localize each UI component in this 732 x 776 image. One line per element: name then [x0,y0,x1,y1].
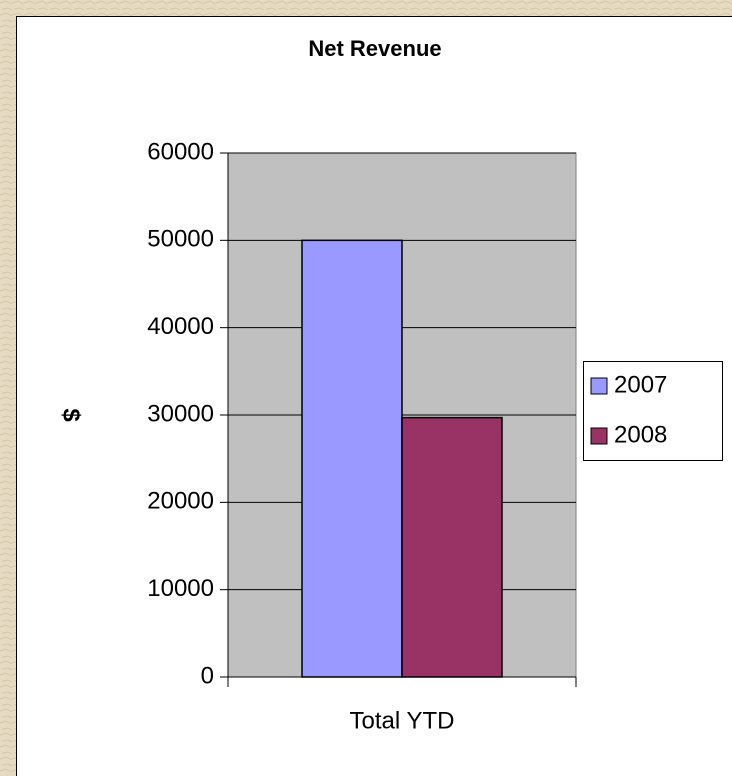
y-tick-label: 20000 [147,488,214,515]
y-tick-label: 30000 [147,400,214,427]
bar [301,239,403,678]
y-tick-label: 40000 [147,313,214,340]
legend-swatch [590,377,608,395]
legend-label: 2007 [614,371,667,398]
chart-title: Net Revenue [308,36,441,61]
y-tick-label: 0 [201,662,214,689]
bar [401,416,503,678]
y-tick-label: 60000 [147,138,214,165]
y-tick-label: 50000 [147,226,214,253]
y-tick-label: 10000 [147,575,214,602]
legend-swatch [590,427,608,445]
x-tick-label: Total YTD [350,707,455,734]
y-axis-label: $ [58,408,85,422]
legend-label: 2008 [614,421,667,448]
